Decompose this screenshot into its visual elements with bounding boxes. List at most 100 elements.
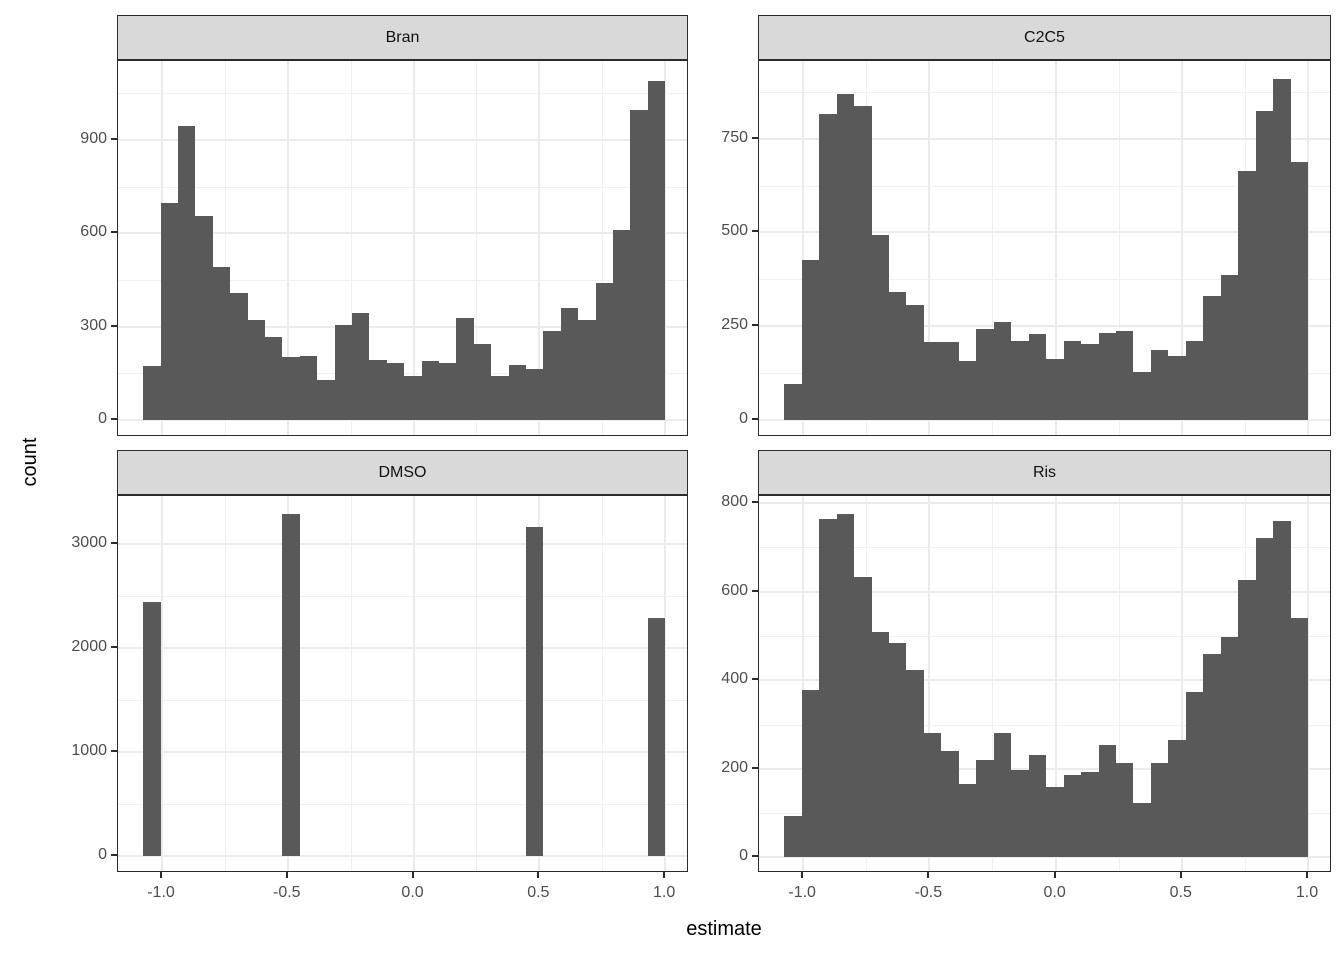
x-axis-title: estimate bbox=[686, 918, 762, 940]
y-minor-gridline bbox=[118, 700, 687, 701]
histogram-bar bbox=[1168, 355, 1186, 421]
histogram-bar bbox=[924, 732, 941, 858]
histogram-bar bbox=[1064, 340, 1081, 421]
x-major-gridline bbox=[1307, 496, 1309, 871]
y-major-gridline bbox=[759, 502, 1330, 504]
histogram-bar bbox=[509, 364, 526, 420]
histogram-bar bbox=[1186, 691, 1203, 858]
histogram-bar bbox=[1221, 274, 1238, 421]
histogram-bar bbox=[1256, 111, 1273, 421]
histogram-bar bbox=[143, 366, 161, 420]
x-tick-mark bbox=[927, 872, 930, 878]
histogram-bar bbox=[837, 93, 854, 421]
histogram-bar bbox=[178, 126, 195, 420]
histogram-bar bbox=[335, 325, 352, 420]
x-minor-gridline bbox=[992, 61, 993, 435]
y-major-gridline bbox=[118, 751, 687, 753]
y-tick-mark bbox=[752, 766, 758, 769]
histogram-bar bbox=[404, 376, 422, 420]
histogram-bar bbox=[1238, 171, 1256, 421]
facet-panel-bran bbox=[117, 60, 688, 436]
histogram-bar bbox=[854, 577, 872, 858]
histogram-bar bbox=[1291, 618, 1308, 858]
histogram-bar bbox=[941, 750, 959, 858]
y-tick-mark bbox=[752, 589, 758, 592]
y-major-gridline bbox=[118, 419, 687, 421]
histogram-bar bbox=[1116, 762, 1133, 858]
facet-panel-dmso bbox=[117, 495, 688, 872]
histogram-bar bbox=[561, 307, 578, 420]
y-tick-label: 0 bbox=[739, 847, 748, 865]
histogram-bar bbox=[784, 815, 802, 858]
y-tick-label: 400 bbox=[721, 670, 748, 688]
histogram-bar bbox=[1064, 775, 1081, 858]
histogram-bar bbox=[195, 216, 213, 420]
histogram-bar bbox=[369, 359, 387, 420]
facet-strip-label: C2C5 bbox=[1024, 28, 1065, 46]
x-tick-label: 1.0 bbox=[652, 884, 676, 901]
x-tick-label: -0.5 bbox=[272, 884, 301, 901]
y-tick-mark bbox=[752, 678, 758, 681]
y-tick-mark bbox=[752, 324, 758, 327]
x-tick-label: 0.0 bbox=[1043, 884, 1066, 901]
y-minor-gridline bbox=[759, 547, 1330, 548]
y-tick-label: 250 bbox=[721, 316, 748, 334]
histogram-bar bbox=[648, 618, 665, 857]
facet-panel-ris bbox=[758, 495, 1331, 872]
histogram-bar bbox=[526, 526, 543, 857]
y-tick-label: 3000 bbox=[71, 534, 107, 552]
x-major-gridline bbox=[1181, 496, 1183, 871]
histogram-bar bbox=[889, 291, 906, 421]
y-tick-mark bbox=[111, 324, 117, 327]
histogram-bar bbox=[143, 601, 161, 857]
x-tick-label: -1.0 bbox=[147, 884, 175, 901]
x-major-gridline bbox=[1307, 61, 1309, 435]
histogram-bar bbox=[1291, 162, 1308, 421]
y-tick-mark bbox=[111, 417, 117, 420]
histogram-bar bbox=[872, 631, 889, 858]
histogram-bar bbox=[1081, 343, 1099, 421]
histogram-bar bbox=[1011, 770, 1029, 858]
y-tick-mark bbox=[752, 230, 758, 233]
x-minor-gridline bbox=[476, 61, 477, 435]
histogram-bar bbox=[1116, 331, 1133, 421]
histogram-bar bbox=[906, 670, 924, 858]
facet-strip-bran: Bran bbox=[117, 15, 688, 60]
histogram-bar bbox=[1221, 636, 1238, 858]
y-tick-mark bbox=[111, 231, 117, 234]
facet-strip-label: DMSO bbox=[378, 463, 427, 481]
histogram-bar bbox=[1046, 787, 1064, 858]
x-tick-mark bbox=[411, 872, 414, 878]
x-minor-gridline bbox=[602, 61, 603, 435]
y-tick-mark bbox=[111, 542, 117, 545]
histogram-bar bbox=[924, 342, 941, 421]
y-minor-gridline bbox=[118, 187, 687, 188]
y-tick-mark bbox=[111, 750, 117, 753]
y-tick-mark bbox=[111, 137, 117, 140]
x-tick-mark bbox=[1179, 872, 1182, 878]
histogram-bar bbox=[1081, 771, 1099, 858]
histogram-bar bbox=[456, 317, 474, 420]
y-tick-mark bbox=[111, 854, 117, 857]
y-tick-label: 0 bbox=[98, 846, 107, 864]
y-major-gridline bbox=[118, 232, 687, 234]
y-major-gridline bbox=[118, 139, 687, 141]
x-minor-gridline bbox=[1119, 496, 1120, 871]
y-major-gridline bbox=[759, 138, 1330, 140]
histogram-bar bbox=[248, 320, 265, 420]
histogram-bar bbox=[994, 733, 1011, 858]
histogram-bar bbox=[648, 80, 665, 420]
histogram-bar bbox=[1168, 740, 1186, 858]
histogram-bar bbox=[976, 760, 994, 858]
y-minor-gridline bbox=[118, 93, 687, 94]
histogram-bar bbox=[422, 361, 439, 420]
histogram-bar bbox=[230, 293, 248, 420]
histogram-bar bbox=[994, 321, 1011, 421]
histogram-bar bbox=[854, 105, 872, 421]
y-tick-mark bbox=[752, 418, 758, 421]
x-major-gridline bbox=[802, 496, 804, 871]
histogram-bar bbox=[265, 337, 282, 420]
histogram-bar bbox=[317, 380, 335, 420]
y-major-gridline bbox=[118, 855, 687, 857]
